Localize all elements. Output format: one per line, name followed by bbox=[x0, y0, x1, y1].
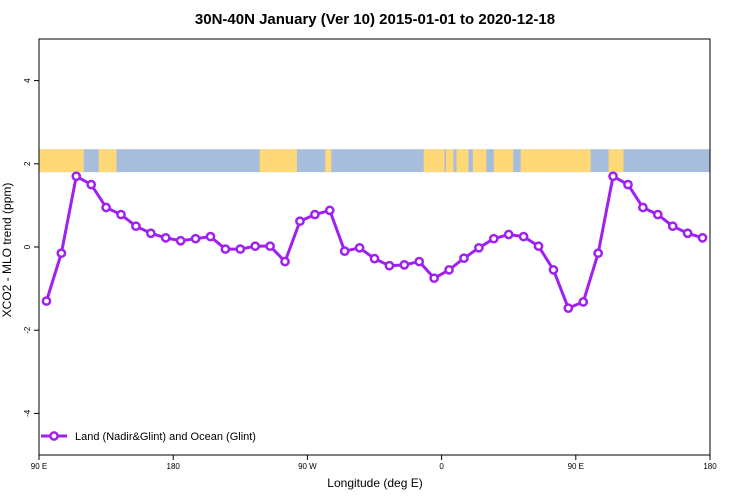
y-ticks: -4 -2 0 2 4 bbox=[23, 78, 39, 417]
data-point bbox=[459, 253, 469, 264]
data-point bbox=[175, 235, 186, 246]
data-point bbox=[310, 209, 320, 220]
data-point bbox=[623, 179, 633, 190]
data-point bbox=[608, 171, 618, 182]
land-segment bbox=[98, 149, 117, 173]
data-point bbox=[384, 260, 395, 271]
legend-marker bbox=[49, 431, 59, 441]
data-point bbox=[578, 297, 589, 307]
land-segment bbox=[608, 149, 624, 173]
series-line bbox=[45, 174, 703, 310]
data-point bbox=[533, 241, 544, 252]
data-point bbox=[593, 248, 604, 259]
land-segment bbox=[493, 149, 514, 173]
data-point bbox=[563, 303, 574, 314]
data-point bbox=[429, 273, 439, 284]
land-segment bbox=[39, 149, 84, 173]
data-point bbox=[339, 246, 350, 257]
y-axis-label: XCO2 - MLO trend (ppm) bbox=[0, 183, 14, 318]
data-point bbox=[548, 265, 559, 275]
data-point bbox=[145, 228, 156, 239]
series-group bbox=[41, 171, 708, 314]
plot-frame bbox=[38, 38, 711, 456]
y-tick-label: 0 bbox=[23, 244, 32, 249]
data-point bbox=[220, 244, 231, 254]
land-segment bbox=[456, 149, 469, 173]
data-point bbox=[444, 265, 454, 275]
x-ticks: 90 E 180 90 W 0 90 E 180 bbox=[31, 455, 717, 471]
y-tick-label: 2 bbox=[23, 161, 32, 166]
data-point bbox=[354, 242, 365, 253]
land-segment bbox=[446, 149, 454, 173]
data-point bbox=[518, 231, 529, 242]
y-tick-label: -4 bbox=[23, 409, 32, 417]
data-point bbox=[41, 296, 52, 306]
chart-title: 30N-40N January (Ver 10) 2015-01-01 to 2… bbox=[195, 11, 555, 28]
x-axis-label: Longitude (deg E) bbox=[327, 476, 422, 490]
data-point bbox=[369, 253, 380, 264]
legend: Land (Nadir&Glint) and Ocean (Glint) bbox=[41, 431, 256, 443]
data-point bbox=[56, 248, 67, 259]
y-tick-label: 4 bbox=[23, 78, 32, 83]
data-point bbox=[190, 233, 201, 244]
data-point bbox=[235, 244, 246, 254]
y-tick-label: -2 bbox=[23, 326, 32, 334]
data-point bbox=[474, 242, 484, 253]
data-point bbox=[86, 179, 97, 190]
data-point bbox=[682, 228, 693, 239]
land-segment bbox=[423, 149, 445, 173]
data-point bbox=[667, 221, 678, 232]
data-point bbox=[503, 229, 514, 240]
land-segment bbox=[472, 149, 487, 173]
data-point bbox=[101, 202, 111, 213]
data-point bbox=[265, 241, 275, 252]
data-point bbox=[652, 209, 663, 220]
x-tick-label: 0 bbox=[439, 462, 444, 471]
data-point bbox=[160, 232, 171, 243]
data-point bbox=[250, 241, 261, 252]
land-segment bbox=[520, 149, 591, 173]
legend-label: Land (Nadir&Glint) and Ocean (Glint) bbox=[75, 431, 256, 443]
data-point bbox=[697, 232, 708, 243]
data-point bbox=[116, 209, 126, 220]
data-point bbox=[488, 233, 499, 244]
data-point bbox=[324, 205, 335, 216]
land-ocean-band bbox=[39, 149, 710, 173]
axes bbox=[38, 38, 711, 456]
data-point bbox=[131, 221, 141, 232]
data-point bbox=[414, 256, 425, 267]
x-tick-label: 90 E bbox=[568, 462, 584, 471]
data-point bbox=[205, 231, 216, 242]
data-point bbox=[638, 202, 648, 213]
x-tick-label: 180 bbox=[703, 462, 717, 471]
data-point bbox=[71, 171, 82, 182]
x-tick-label: 90 W bbox=[298, 462, 317, 471]
land-segment bbox=[259, 149, 297, 173]
land-segment bbox=[325, 149, 332, 173]
data-point bbox=[399, 260, 410, 270]
x-tick-label: 90 E bbox=[31, 462, 47, 471]
data-point bbox=[280, 256, 290, 267]
data-point bbox=[295, 216, 305, 227]
x-tick-label: 180 bbox=[167, 462, 181, 471]
